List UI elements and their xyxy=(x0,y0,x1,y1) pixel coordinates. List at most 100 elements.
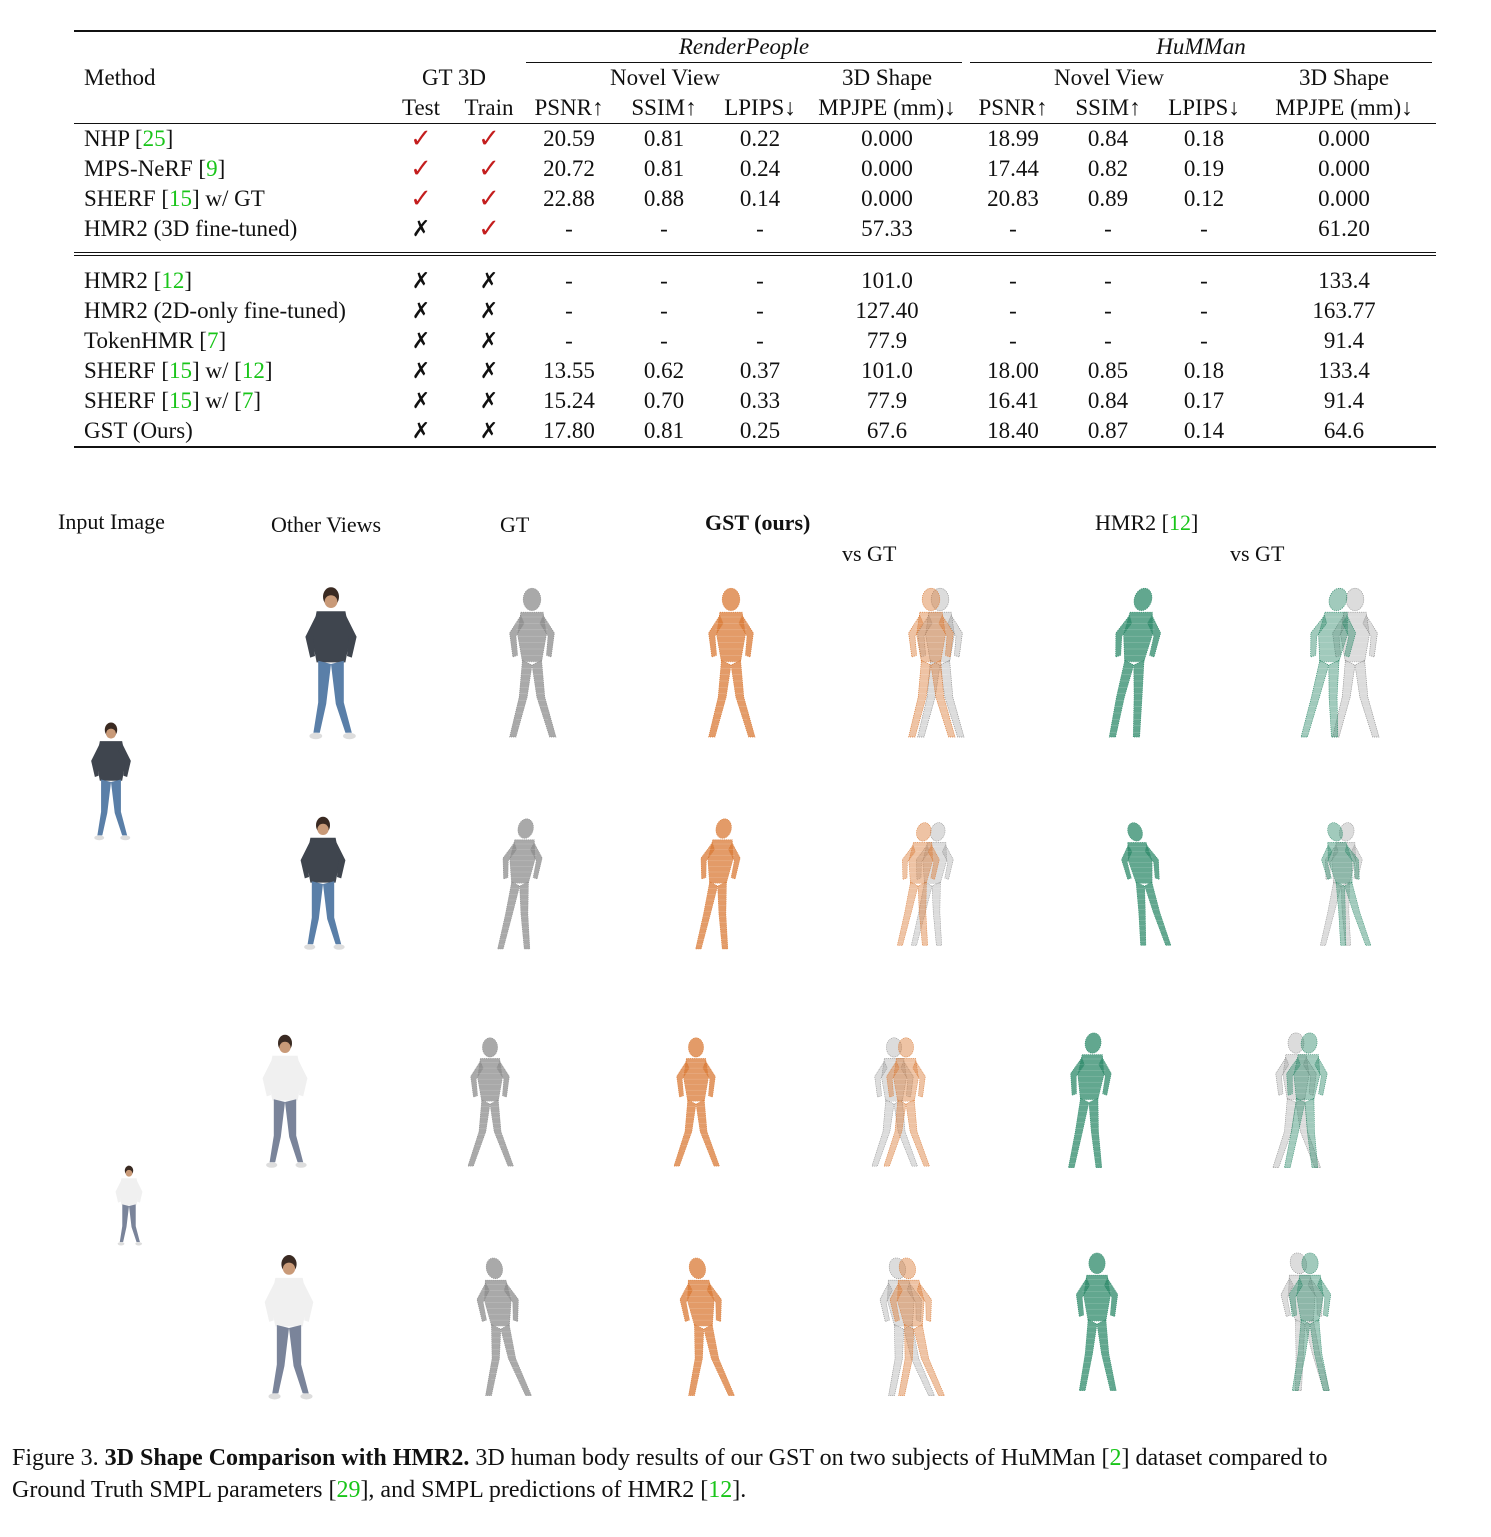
caption-cite-1: 2 xyxy=(1109,1445,1122,1471)
hm-lpips-value: 0.14 xyxy=(1183,418,1225,443)
method-cell: NHP [25] xyxy=(74,124,386,155)
table-row: GST (Ours) ✗ ✗ 17.80 0.81 0.25 67.6 18.40 0.87 0.… xyxy=(74,416,1436,447)
hmr2-vs-gt-pred-2a xyxy=(1284,1032,1328,1169)
hmr2-mesh-2b xyxy=(1075,1252,1119,1391)
hm-psnr-value: 18.99 xyxy=(987,126,1039,151)
method-name: HMR2 [ xyxy=(84,268,162,293)
method-name: TokenHMR [ xyxy=(84,328,207,353)
hm-lpips-value: 0.18 xyxy=(1183,126,1225,151)
table-group-1: NHP [25] ✓ ✓ 20.59 0.81 0.22 0.000 18.99 0.84 0.1… xyxy=(74,124,1436,254)
rp-psnr-value: 13.55 xyxy=(543,358,595,383)
gt3d-train-mark: ✓ xyxy=(478,124,500,153)
test-header: Test xyxy=(402,95,440,120)
hm-lpips-value: - xyxy=(1200,328,1208,353)
gt3d-train-mark: ✓ xyxy=(478,184,500,213)
gt3d-test-mark: ✗ xyxy=(411,328,431,353)
gt3d-test-mark: ✗ xyxy=(411,418,431,443)
method-suffix: ] xyxy=(165,126,174,151)
method-citation: 12 xyxy=(241,358,265,383)
rp-mpjpe-value: 67.6 xyxy=(866,418,908,443)
rp-mpjpe-value: 57.33 xyxy=(861,216,913,241)
train-header: Train xyxy=(464,95,514,120)
method-citation: 25 xyxy=(142,126,166,151)
caption-cite-3: 12 xyxy=(708,1477,733,1503)
table-row: MPS-NeRF [9] ✓ ✓ 20.72 0.81 0.24 0.000 17.44 0.8… xyxy=(74,154,1436,184)
hmr2-vs-gt-gt-1b xyxy=(1319,822,1363,946)
table-group-2: HMR2 [12] ✗ ✗ - - -101.0- - -133.4 HMR2 (2D-only… xyxy=(74,254,1436,447)
gst-vs-gt-pred-1a xyxy=(908,587,956,738)
hm-mpjpe-header: MPJPE (mm)↓ xyxy=(1275,95,1413,120)
caption-text-4: ], and SMPL predictions of HMR2 [ xyxy=(360,1477,709,1503)
method-suffix: ] w/ [ xyxy=(192,388,242,413)
hmr2-vs-gt-gt-2b xyxy=(1280,1252,1330,1391)
gst-vs-gt-pred-2a xyxy=(883,1037,930,1167)
table-row: TokenHMR [7] ✗ ✗ - - - 77.9 - - - 91.4 xyxy=(74,326,1436,356)
method-suffix: ] xyxy=(184,268,192,293)
method-suffix: ] xyxy=(218,328,227,353)
method-name: SHERF [ xyxy=(84,186,169,211)
label-input-image: Input Image xyxy=(58,509,165,534)
hm-lpips-value: - xyxy=(1200,298,1208,323)
rp-mpjpe-value: 77.9 xyxy=(866,328,908,353)
method-citation: 9 xyxy=(206,156,218,181)
rp-lpips-value: 0.25 xyxy=(739,418,781,443)
dataset-renderpeople: RenderPeople xyxy=(526,32,962,63)
label-hmr2-text: HMR2 [ xyxy=(1095,510,1169,535)
hmr2-mesh-2a xyxy=(1068,1032,1112,1169)
caption-text-3: Ground Truth SMPL parameters [ xyxy=(12,1477,337,1503)
rp-psnr-value: - xyxy=(565,216,573,241)
table-row: SHERF [15] w/ GT ✓ ✓ 22.88 0.88 0.14 0.000 20.8… xyxy=(74,184,1436,214)
caption-prefix: Figure 3. xyxy=(12,1445,105,1471)
rp-mpjpe-value: 0.000 xyxy=(861,186,913,211)
header-row-1: RenderPeople HuMMan xyxy=(74,31,1436,63)
rp-lpips-value: 0.33 xyxy=(739,388,781,413)
hm-ssim-value: 0.87 xyxy=(1087,418,1129,443)
method-name: MPS-NeRF [ xyxy=(84,156,207,181)
method-header: Method xyxy=(84,65,156,90)
gst-vs-gt-gt-2b xyxy=(879,1257,935,1396)
method-name: SHERF [ xyxy=(84,358,169,383)
hm-mpjpe-value: 64.6 xyxy=(1323,418,1365,443)
rp-lpips-value: - xyxy=(756,328,764,353)
gst-mesh-2a xyxy=(673,1037,720,1167)
gt3d-test-mark: ✓ xyxy=(410,184,432,213)
hmr2-mesh-1a xyxy=(1108,587,1161,738)
rp-psnr-value: - xyxy=(565,268,573,293)
hm-lpips-value: 0.18 xyxy=(1183,358,1225,383)
other-view-photo-2a xyxy=(262,1034,308,1168)
rp-lpips-header: LPIPS↓ xyxy=(724,95,796,120)
method-cell: TokenHMR [7] xyxy=(74,326,386,356)
gt3d-test-mark: ✗ xyxy=(411,388,431,413)
hm-ssim-value: 0.85 xyxy=(1087,358,1129,383)
rp-ssim-value: - xyxy=(660,268,668,293)
gt3d-train-mark: ✓ xyxy=(478,214,500,243)
method-suffix: ] w/ GT xyxy=(192,186,265,211)
rp-mpjpe-value: 101.0 xyxy=(861,268,913,293)
table-row: SHERF [15] w/ [12] ✗ ✗ 13.55 0.62 0.37 101.0 18… xyxy=(74,356,1436,386)
method-cell: SHERF [15] w/ [12] xyxy=(74,356,386,386)
hm-mpjpe-value: 133.4 xyxy=(1318,358,1370,383)
hm-ssim-value: 0.82 xyxy=(1087,156,1129,181)
method-name: HMR2 (2D-only fine-tuned) xyxy=(84,298,346,323)
rp-psnr-value: 17.80 xyxy=(543,418,595,443)
method-cell: SHERF [15] w/ [7] xyxy=(74,386,386,416)
hmr2-vs-gt-gt-2a xyxy=(1272,1032,1322,1169)
gst-mesh-2b xyxy=(679,1257,735,1396)
method-citation: 7 xyxy=(206,328,219,353)
hm-lpips-value: 0.19 xyxy=(1183,156,1225,181)
hm-psnr-header: PSNR↑ xyxy=(978,95,1048,120)
gt-mesh-2a xyxy=(467,1037,514,1167)
rp-ssim-value: 0.62 xyxy=(643,358,685,383)
method-citation: 15 xyxy=(169,358,192,383)
method-citation: 12 xyxy=(161,268,185,293)
rp-psnr-value: 22.88 xyxy=(543,186,595,211)
method-citation: 15 xyxy=(169,186,192,211)
rp-mpjpe-value: 77.9 xyxy=(866,388,908,413)
caption-text-2: ] dataset compared to xyxy=(1121,1445,1328,1471)
method-name: SHERF [ xyxy=(84,388,169,413)
hm-ssim-value: - xyxy=(1104,268,1112,293)
gst-vs-gt-pred-2b xyxy=(889,1257,945,1396)
dataset-humman: HuMMan xyxy=(970,32,1432,63)
caption-text-1: 3D human body results of our GST on two … xyxy=(469,1445,1110,1471)
rp-ssim-header: SSIM↑ xyxy=(631,95,697,120)
